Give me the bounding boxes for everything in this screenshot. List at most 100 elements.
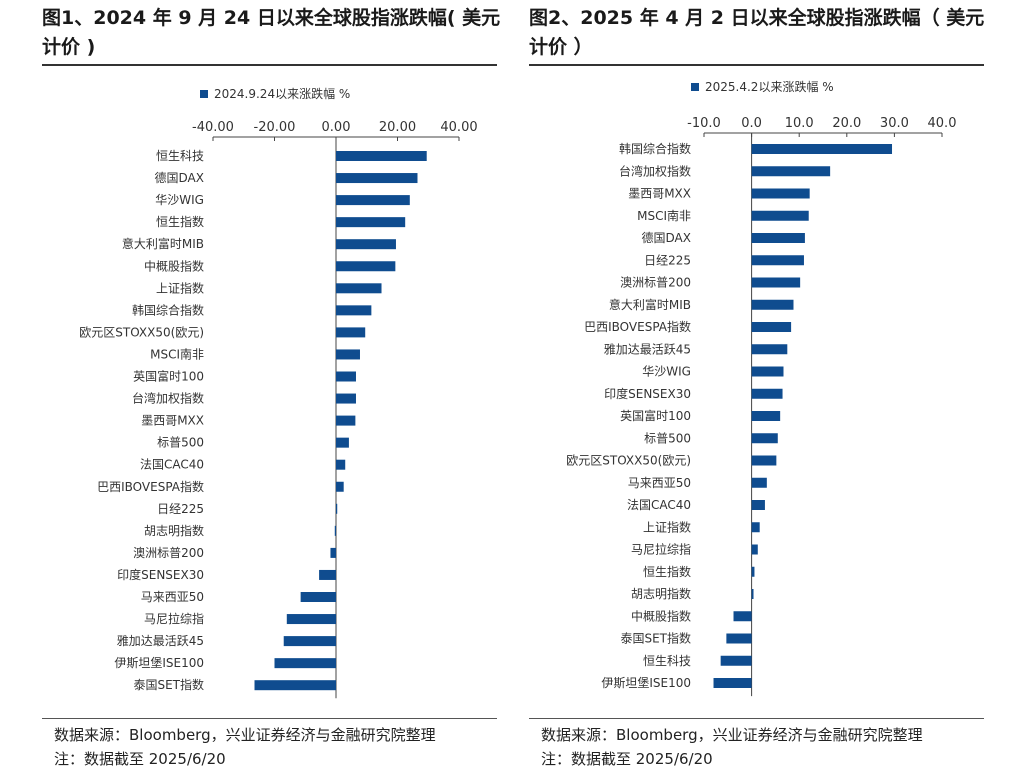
category-label: 胡志明指数 bbox=[144, 523, 204, 538]
category-label: 伊斯坦堡ISE100 bbox=[114, 655, 204, 670]
bar bbox=[751, 210, 809, 221]
category-label: 欧元区STOXX50(欧元) bbox=[566, 454, 691, 468]
category-label: 中概股指数 bbox=[631, 608, 691, 623]
category-label: 澳洲标普200 bbox=[620, 276, 691, 290]
figure-left-source: 数据来源：Bloomberg，兴业证券经济与金融研究院整理 bbox=[54, 726, 436, 744]
category-label: 雅加达最活跃45 bbox=[604, 341, 691, 356]
category-label: MSCI南非 bbox=[637, 208, 691, 223]
figure-left-bottom-rule bbox=[42, 718, 497, 719]
x-tick-label: 40.0 bbox=[928, 116, 957, 131]
legend-label: 2025.4.2以来涨跌幅 % bbox=[705, 79, 834, 94]
bar bbox=[274, 658, 336, 669]
x-tick-label: -40.00 bbox=[192, 120, 234, 135]
bar bbox=[733, 611, 752, 622]
category-label: 伊斯坦堡ISE100 bbox=[601, 675, 691, 690]
bar bbox=[336, 261, 396, 272]
category-label: 标普500 bbox=[644, 431, 691, 445]
category-label: 中概股指数 bbox=[144, 258, 204, 273]
category-label: 恒生科技 bbox=[643, 654, 691, 668]
bar bbox=[336, 217, 406, 228]
bar bbox=[334, 525, 336, 536]
bar bbox=[720, 655, 752, 666]
bar bbox=[336, 371, 356, 382]
x-tick-label: 20.0 bbox=[832, 116, 861, 131]
bar bbox=[713, 678, 752, 688]
category-label: 恒生指数 bbox=[156, 214, 204, 229]
figure-left-title: 图1、2024 年 9 月 24 日以来全球股指涨跌幅( 美元计价 ) bbox=[42, 7, 501, 58]
category-label: 巴西IBOVESPA指数 bbox=[584, 319, 691, 334]
category-label: 马来西亚50 bbox=[628, 476, 691, 490]
x-tick-label: -20.00 bbox=[254, 120, 296, 135]
category-label: 德国DAX bbox=[642, 230, 691, 245]
bar bbox=[751, 144, 893, 154]
bar bbox=[751, 255, 804, 266]
category-label: 马尼拉综指 bbox=[631, 542, 691, 557]
x-tick-label: 0.00 bbox=[322, 120, 351, 135]
category-label: 上证指数 bbox=[156, 280, 204, 295]
category-label: 日经225 bbox=[644, 253, 691, 267]
bar bbox=[336, 305, 372, 316]
chart-right: 2025.4.2以来涨跌幅 % -10.0 0.0 10.0 20.0 30.0 40.0 韩… bbox=[566, 79, 957, 697]
bar bbox=[751, 544, 758, 555]
bar bbox=[336, 415, 356, 426]
bar bbox=[336, 283, 382, 294]
bar bbox=[726, 633, 752, 644]
figure-right-top-rule bbox=[529, 64, 984, 66]
category-label: 墨西哥MXX bbox=[628, 187, 691, 201]
category-label: 意大利富时MIB bbox=[609, 297, 691, 312]
bar bbox=[751, 388, 783, 399]
category-label: 意大利富时MIB bbox=[122, 236, 204, 251]
category-label: 泰国SET指数 bbox=[620, 631, 691, 646]
figure-left-note: 注：数据截至 2025/6/20 bbox=[54, 750, 226, 768]
category-label: 澳洲标普200 bbox=[133, 546, 204, 560]
category-label: 英国富时100 bbox=[620, 408, 691, 423]
figure-left-top-rule bbox=[42, 64, 497, 66]
x-tick-label: 20.00 bbox=[379, 120, 416, 135]
bar bbox=[336, 437, 349, 448]
legend-label: 2024.9.24以来涨跌幅 % bbox=[214, 86, 350, 101]
legend-swatch bbox=[691, 83, 699, 91]
figure-left: 图1、2024 年 9 月 24 日以来全球股指涨跌幅( 美元计价 ) 2024… bbox=[42, 0, 512, 774]
category-label: 华沙WIG bbox=[642, 365, 691, 379]
category-label: 墨西哥MXX bbox=[141, 414, 204, 428]
bar bbox=[751, 366, 784, 377]
bar bbox=[751, 589, 754, 599]
x-tick-label: 10.0 bbox=[785, 116, 814, 131]
bar bbox=[330, 547, 336, 558]
category-label: 韩国综合指数 bbox=[132, 302, 204, 317]
x-tick-label: 0.0 bbox=[741, 116, 762, 131]
category-label: 德国DAX bbox=[155, 170, 204, 185]
bar bbox=[286, 614, 336, 625]
category-label: 韩国综合指数 bbox=[619, 141, 691, 156]
bar bbox=[751, 411, 781, 421]
bar bbox=[336, 349, 360, 360]
legend-swatch bbox=[200, 90, 208, 98]
chart-left: 2024.9.24以来涨跌幅 % -40.00 -20.00 0.00 20.00 40.… bbox=[79, 86, 478, 699]
bar bbox=[336, 503, 338, 514]
category-label: 雅加达最活跃45 bbox=[117, 633, 204, 648]
bar bbox=[336, 327, 366, 338]
category-label: 恒生指数 bbox=[643, 564, 691, 579]
bar bbox=[300, 592, 336, 602]
category-label: 巴西IBOVESPA指数 bbox=[97, 479, 204, 494]
category-label: 标普500 bbox=[157, 436, 204, 450]
bar bbox=[751, 477, 767, 488]
bar bbox=[751, 299, 794, 310]
category-label: 欧元区STOXX50(欧元) bbox=[79, 325, 204, 339]
figure-right-note: 注：数据截至 2025/6/20 bbox=[541, 750, 713, 768]
figure-right-title: 图2、2025 年 4 月 2 日以来全球股指涨跌幅（ 美元计价 ） bbox=[529, 7, 985, 58]
bar bbox=[336, 195, 410, 206]
category-label: 台湾加权指数 bbox=[132, 391, 204, 406]
bar bbox=[751, 166, 831, 177]
category-label: 泰国SET指数 bbox=[133, 677, 204, 692]
category-label: 华沙WIG bbox=[155, 193, 204, 207]
bar bbox=[336, 459, 346, 470]
bar bbox=[751, 500, 765, 510]
category-label: 法国CAC40 bbox=[140, 458, 204, 472]
category-label: 英国富时100 bbox=[133, 369, 204, 384]
bar bbox=[751, 233, 805, 243]
bar bbox=[336, 393, 356, 404]
bar bbox=[336, 173, 418, 184]
category-label: 胡志明指数 bbox=[631, 586, 691, 601]
category-label: 台湾加权指数 bbox=[619, 163, 691, 178]
